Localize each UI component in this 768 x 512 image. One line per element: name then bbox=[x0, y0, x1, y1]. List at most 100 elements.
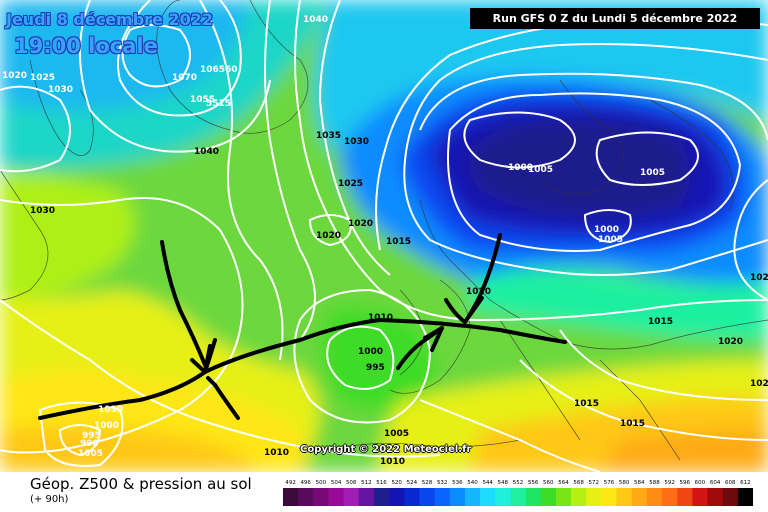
scale-swatch bbox=[419, 488, 435, 506]
scale-tick-label: 552 bbox=[513, 480, 524, 486]
scale-swatch bbox=[601, 488, 617, 506]
scale-tick-label: 556 bbox=[528, 480, 539, 486]
legend-subtitle: (+ 90h) bbox=[30, 494, 69, 505]
scale-tick-label: 540 bbox=[467, 480, 478, 486]
scale-tick-label: 524 bbox=[407, 480, 418, 486]
scale-tick-label: 560 bbox=[543, 480, 554, 486]
isobar-label: 1010 bbox=[264, 448, 289, 458]
scale-swatch bbox=[404, 488, 420, 506]
scale-tick-label: 528 bbox=[422, 480, 433, 486]
isobar-label: 990 bbox=[80, 439, 99, 449]
scale-swatch bbox=[374, 488, 390, 506]
scale-tick-label: 572 bbox=[589, 480, 600, 486]
scale-tick-label: 576 bbox=[604, 480, 615, 486]
hand-drawn-annotations bbox=[38, 233, 567, 420]
scale-swatch bbox=[313, 488, 329, 506]
isobar-label: 1005 bbox=[640, 168, 665, 178]
isobars bbox=[0, 0, 768, 472]
scale-tick-label: 584 bbox=[634, 480, 645, 486]
isobar-label: 1000 bbox=[594, 225, 619, 235]
scale-swatch bbox=[343, 488, 360, 506]
scale-tick-label: 596 bbox=[680, 480, 691, 486]
scale-swatch bbox=[662, 488, 678, 506]
scale-swatch bbox=[495, 488, 511, 506]
isobar-label: 1020 bbox=[718, 337, 743, 347]
isobar-label: 1030 bbox=[30, 206, 55, 216]
scale-tick-label: 532 bbox=[437, 480, 448, 486]
isobar-label: 1010 bbox=[380, 457, 405, 467]
isobar-label: 1025 bbox=[338, 179, 363, 189]
scale-swatch bbox=[525, 488, 542, 506]
scale-swatch bbox=[328, 488, 344, 506]
scale-swatch bbox=[358, 488, 375, 506]
scale-swatch bbox=[631, 488, 648, 506]
scale-swatch bbox=[389, 488, 405, 506]
scale-tick-label: 604 bbox=[710, 480, 721, 486]
isobar-label: 1015 bbox=[620, 419, 645, 429]
scale-swatch bbox=[677, 488, 693, 506]
isobar-label: 1005 bbox=[528, 165, 553, 175]
run-info-banner: Run GFS 0 Z du Lundi 5 décembre 2022 bbox=[470, 8, 760, 29]
map-canvas: 1040 1070 106560 1055 5515 1020 1025 103… bbox=[0, 0, 768, 472]
scale-swatch bbox=[707, 488, 723, 506]
isobar-label: 1000 bbox=[358, 347, 383, 357]
isobar-label: 1040 bbox=[194, 147, 219, 157]
isobar-label: 1020 bbox=[348, 219, 373, 229]
scale-tick-label: 568 bbox=[573, 480, 584, 486]
scale-tick-label: 564 bbox=[558, 480, 569, 486]
isobar-label: 1015 bbox=[648, 317, 673, 327]
isobar-label: 1010 bbox=[98, 405, 123, 415]
scale-tick-label: 508 bbox=[346, 480, 357, 486]
scale-tick-label: 548 bbox=[498, 480, 509, 486]
scale-swatch bbox=[722, 488, 739, 506]
forecast-time: 19:00 locale bbox=[14, 34, 158, 58]
scale-swatch bbox=[586, 488, 602, 506]
scale-swatch bbox=[480, 488, 496, 506]
color-scale: 492 496 500 504 508 512 516 520 524 528 532 536 540 5… bbox=[283, 480, 753, 506]
isobar-label: 1020 bbox=[2, 71, 27, 81]
scale-tick-label: 588 bbox=[649, 480, 660, 486]
isobar-label: 995 bbox=[366, 363, 385, 373]
scale-tick-label: 608 bbox=[725, 480, 736, 486]
isobar-labels: 1040 1070 106560 1055 5515 1020 1025 103… bbox=[2, 15, 768, 467]
scale-swatch bbox=[464, 488, 481, 506]
isobar-label: 1030 bbox=[48, 85, 73, 95]
scale-tick-label: 516 bbox=[376, 480, 387, 486]
scale-tick-label: 592 bbox=[664, 480, 675, 486]
scale-swatch bbox=[646, 488, 663, 506]
scale-tick-label: 496 bbox=[300, 480, 311, 486]
isobar-label: 1015 bbox=[386, 237, 411, 247]
scale-tick-label: 600 bbox=[695, 480, 706, 486]
geopotential-field bbox=[0, 0, 768, 472]
isobar-label: 5515 bbox=[206, 99, 231, 109]
scale-swatch bbox=[283, 488, 299, 506]
scale-tick-label: 492 bbox=[285, 480, 296, 486]
isobar-label: 1055 bbox=[190, 95, 215, 105]
scale-swatch bbox=[616, 488, 632, 506]
isobar-label: 1035 bbox=[316, 131, 341, 141]
isobar-label: 1040 bbox=[303, 15, 328, 25]
scale-swatch bbox=[298, 488, 314, 506]
isobar-label: 1010 bbox=[466, 287, 491, 297]
scale-swatch bbox=[737, 488, 753, 506]
scale-tick-label: 512 bbox=[361, 480, 372, 486]
scale-swatch bbox=[692, 488, 708, 506]
scale-swatch bbox=[510, 488, 526, 506]
isobar-label: 1025 bbox=[30, 73, 55, 83]
scale-tick-label: 544 bbox=[482, 480, 493, 486]
scale-tick-label: 520 bbox=[391, 480, 402, 486]
isobar-label: 1000 bbox=[94, 421, 119, 431]
scale-tick-label: 536 bbox=[452, 480, 463, 486]
scale-tick-label: 612 bbox=[740, 480, 751, 486]
isobar-label: 1020 bbox=[316, 231, 341, 241]
copyright-text: Copyright © 2022 Meteociel.fr bbox=[300, 444, 472, 455]
scale-swatch bbox=[555, 488, 572, 506]
scale-swatch bbox=[571, 488, 587, 506]
isobar-label: 102 bbox=[750, 273, 768, 283]
scale-tick-label: 580 bbox=[619, 480, 630, 486]
scale-swatch bbox=[434, 488, 451, 506]
isobar-label: 995 bbox=[82, 431, 101, 441]
isobar-label: 106560 bbox=[200, 65, 238, 75]
scale-tick-label: 504 bbox=[331, 480, 342, 486]
